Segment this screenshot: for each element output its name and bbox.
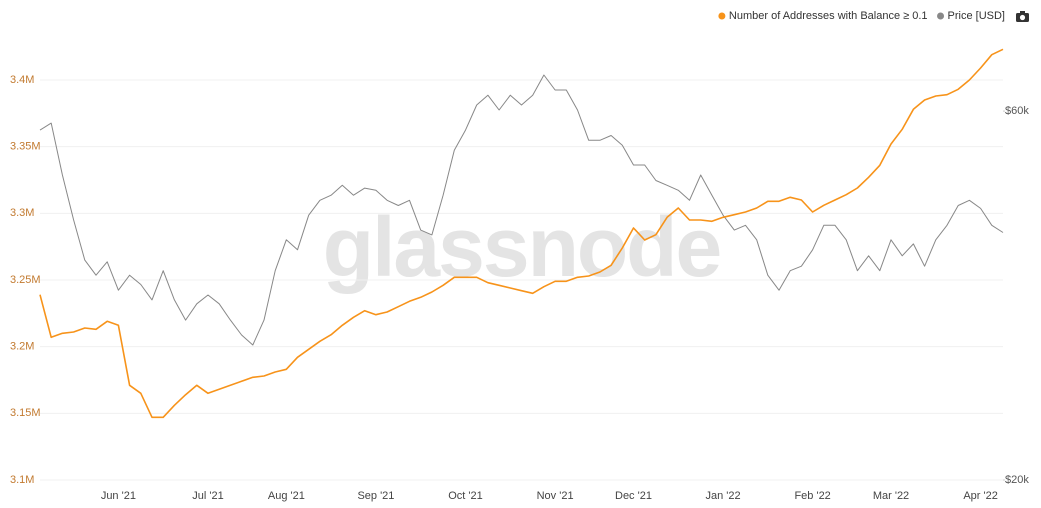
x-tick-label: Jul '21 (192, 490, 223, 502)
y-tick-label: 3.25M (10, 274, 41, 286)
x-tick-label: Jan '22 (705, 490, 740, 502)
background-layer: glassnode (40, 79, 1003, 481)
camera-top[interactable] (1020, 11, 1025, 14)
y-tick-label: 3.1M (10, 474, 34, 486)
camera-icon[interactable] (1016, 11, 1029, 22)
y2-tick-label: $60k (1005, 105, 1029, 117)
y-tick-label: 3.4M (10, 74, 34, 86)
watermark: glassnode (323, 200, 720, 294)
camera-lens[interactable] (1019, 14, 1026, 21)
x-tick-label: Oct '21 (448, 490, 483, 502)
y-tick-label: 3.3M (10, 207, 34, 219)
x-tick-label: Apr '22 (963, 490, 998, 502)
y-tick-label: 3.15M (10, 407, 41, 419)
x-tick-label: Dec '21 (615, 490, 652, 502)
legend-label: Price [USD] (948, 10, 1005, 22)
y-tick-label: 3.2M (10, 341, 34, 353)
price-line (39, 74, 1004, 346)
x-tick-label: Sep '21 (357, 490, 394, 502)
x-tick-label: Feb '22 (794, 490, 830, 502)
legend-swatch (937, 12, 945, 20)
y-tick-label: 3.35M (10, 141, 41, 153)
x-tick-label: Nov '21 (537, 490, 574, 502)
x-tick-label: Mar '22 (873, 490, 909, 502)
legend: Price [USD] Number of Addresses with Bala… (718, 10, 1005, 22)
legend-swatch (718, 12, 726, 20)
legend-label: Number of Addresses with Balance ≥ 0.1 (729, 10, 928, 22)
y2-tick-label: $20k (1005, 474, 1029, 486)
x-tick-label: Aug '21 (268, 490, 305, 502)
addresses-line (39, 48, 1004, 419)
x-tick-label: Jun '21 (101, 490, 136, 502)
